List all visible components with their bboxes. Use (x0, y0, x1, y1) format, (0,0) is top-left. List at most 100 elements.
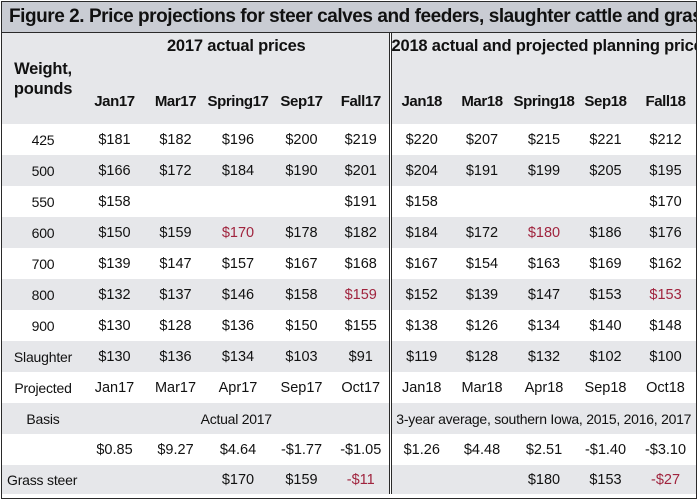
basis-actual-2017: Actual 2017 (84, 403, 390, 434)
price-cell: $148 (649, 317, 682, 334)
row-label: 500 (2, 155, 84, 186)
basis-cell: $1.26 (388, 434, 452, 465)
month-cell: Oct17 (341, 379, 381, 396)
price-cell: $139 (98, 255, 131, 272)
basis-cell: -$1.40 (584, 441, 627, 458)
price-cell: $132 (84, 279, 145, 310)
price-cell: $199 (512, 155, 576, 186)
col-header: Jan17 (84, 78, 145, 124)
table-row: Projected Jan17 Mar17 Apr17 Sep17 Oct17 … (2, 372, 696, 403)
price-cell: $190 (270, 155, 333, 186)
price-cell (206, 186, 270, 217)
row-label: Slaughter (2, 341, 84, 372)
basis-cell: -$1.05 (340, 441, 382, 458)
price-cell: $153 (576, 279, 635, 310)
price-cell: $182 (159, 131, 192, 148)
basis-cell: -$1.77 (280, 441, 323, 458)
table-row: 425 $181 $182 $196 $200 $219 $220 $207 $… (2, 124, 696, 155)
basis-average-2018: 3-year average, southern Iowa, 2015, 201… (388, 403, 697, 434)
price-cell: $134 (527, 317, 561, 334)
price-cell: $207 (465, 131, 499, 148)
table-row: Grass steer $170 $159 -$11 $180 $153 -$2… (2, 465, 697, 494)
header-group-row: Weight, pounds 2017 actual prices 2018 a… (2, 33, 697, 124)
col-header: Fall18 (635, 78, 697, 124)
price-cell: $138 (388, 310, 452, 341)
table-row: 600 $150 $159 $170 $178 $182 $184 $172 $… (2, 217, 697, 248)
price-cell: $184 (206, 155, 270, 186)
month-cell: Apr18 (524, 379, 564, 396)
price-cell (388, 465, 452, 494)
price-cell (145, 186, 206, 217)
price-cell: $147 (512, 279, 576, 310)
price-table: Weight, pounds 2017 actual prices 2018 a… (2, 33, 697, 494)
price-cell: $154 (465, 255, 499, 272)
price-cell: $132 (512, 341, 576, 372)
price-cell: $169 (589, 255, 622, 272)
month-cell: Apr17 (218, 379, 258, 396)
row-label: Grass steer (2, 465, 84, 494)
price-cell: $172 (145, 155, 206, 186)
price-cell: $91 (333, 341, 390, 372)
price-cell: $158 (388, 186, 452, 217)
table-row: 700 $139 $147 $157 $167 $168 $167 $154 $… (2, 248, 696, 279)
price-cell: $176 (635, 217, 697, 248)
figure-title: Figure 2. Price projections for steer ca… (2, 2, 696, 33)
price-cell-highlight: $180 (512, 217, 576, 248)
price-cell: $166 (84, 155, 145, 186)
price-cell-highlight: $159 (333, 279, 390, 310)
month-cell: Jan17 (94, 379, 135, 396)
basis-cell: $4.64 (219, 441, 257, 458)
price-cell: $212 (649, 131, 682, 148)
month-header-row: Jan17 Mar17 Spring17 Sep17 Fall17 Jan18 … (2, 78, 697, 124)
price-cell: $146 (206, 279, 270, 310)
price-cell: $128 (452, 341, 512, 372)
basis-cell: $9.27 (157, 441, 194, 458)
price-cell: $102 (576, 341, 635, 372)
price-cell: $168 (344, 255, 377, 272)
price-cell: $182 (333, 217, 390, 248)
weight-label-line2: pounds (13, 79, 73, 98)
price-cell: $163 (527, 255, 561, 272)
price-cell: $153 (576, 465, 635, 494)
basis-cell: $4.48 (463, 441, 501, 458)
price-cell: $159 (270, 465, 333, 494)
table-row: 900 $130 $128 $136 $150 $155 $138 $126 $… (2, 310, 696, 341)
price-cell: $130 (98, 317, 131, 334)
price-cell: $136 (221, 317, 255, 334)
month-cell: Oct18 (646, 379, 685, 396)
price-cell: $186 (576, 217, 635, 248)
price-cell: $181 (98, 131, 131, 148)
price-cell: $130 (84, 341, 145, 372)
row-label: 425 (31, 131, 55, 148)
price-cell: $205 (576, 155, 635, 186)
price-cell: $200 (285, 131, 318, 148)
row-label: 800 (2, 279, 84, 310)
price-cell (512, 186, 576, 217)
table-row: Slaughter $130 $136 $134 $103 $91 $119 $… (2, 341, 697, 372)
col-header: Mar17 (145, 78, 206, 124)
price-cell: $221 (589, 131, 622, 148)
price-cell: $140 (589, 317, 622, 334)
table-row: 500 $166 $172 $184 $190 $201 $204 $191 $… (2, 155, 697, 186)
price-cell (452, 186, 512, 217)
basis-cell: $2.51 (525, 441, 563, 458)
price-cell (452, 465, 512, 494)
month-cell: Mar17 (154, 379, 197, 396)
table-row: 550 $158 $191 $158 $170 (2, 186, 696, 217)
basis-label-row: Basis Actual 2017 3-year average, southe… (2, 403, 697, 434)
price-cell: $126 (465, 317, 499, 334)
month-cell: Jan18 (388, 372, 452, 403)
price-cell: $100 (635, 341, 697, 372)
col-header: Sep18 (576, 78, 635, 124)
price-cell-highlight: $170 (206, 217, 270, 248)
group-header-2018: 2018 actual and projected planning price… (388, 33, 697, 78)
price-cell: $195 (635, 155, 697, 186)
price-cell: $178 (270, 217, 333, 248)
price-cell: $162 (649, 255, 682, 272)
group-header-2017: 2017 actual prices (84, 33, 390, 78)
col-header: Mar18 (452, 78, 512, 124)
price-cell: $139 (452, 279, 512, 310)
month-cell: Mar18 (461, 379, 503, 396)
price-cell: $103 (270, 341, 333, 372)
